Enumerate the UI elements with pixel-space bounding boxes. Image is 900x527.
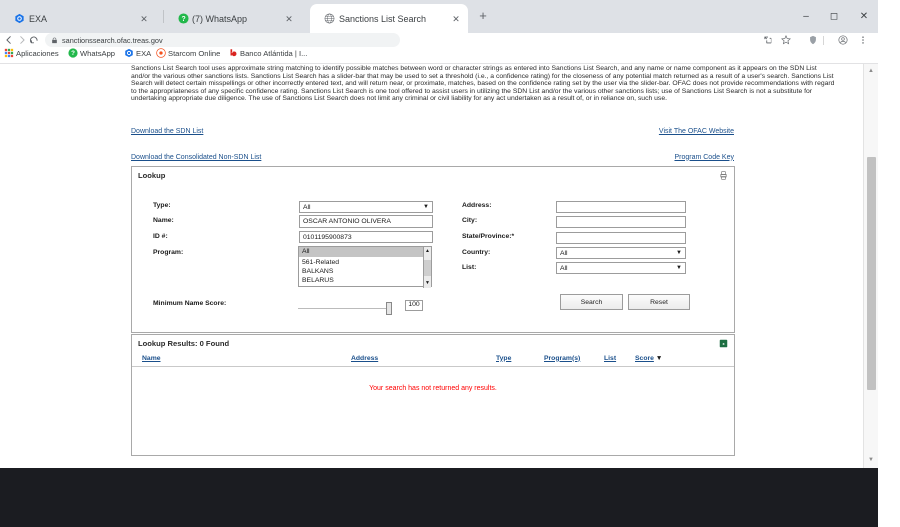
svg-text:?: ?: [71, 50, 75, 57]
svg-text:?: ?: [181, 16, 185, 23]
